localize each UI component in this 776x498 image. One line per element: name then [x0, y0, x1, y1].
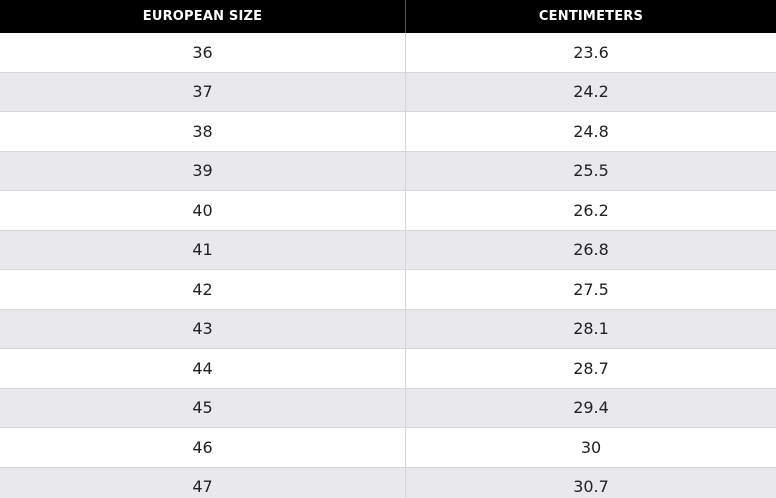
table-cell: 30	[580, 437, 602, 457]
table-cell: 24.2	[573, 82, 609, 102]
table-cell: 26.2	[573, 200, 609, 220]
table-cell: 37	[0, 72, 406, 111]
table-cell: 46	[0, 428, 406, 467]
table-row: 45 29.4	[0, 388, 776, 428]
table-row: 44 28.7	[0, 349, 776, 389]
table-row: 46 30	[0, 428, 776, 468]
table-cell: 38	[0, 112, 406, 151]
table-cell: 28.1	[573, 319, 609, 339]
table-cell: 27.5	[573, 279, 609, 299]
table-cell: 42	[0, 270, 406, 309]
table-row: 39 25.5	[0, 151, 776, 191]
table-row: 37 24.2	[0, 72, 776, 112]
header-row: EUROPEAN SIZE CENTIMETERS	[0, 0, 776, 33]
table-cell: 45	[0, 388, 406, 427]
table-row: 41 26.8	[0, 230, 776, 270]
table-cell: 25.5	[573, 161, 609, 181]
table-row: 38 24.8	[0, 112, 776, 152]
table-cell: 36	[0, 33, 406, 72]
table-cell: 41	[0, 230, 406, 269]
table-cell: 28.7	[573, 358, 609, 378]
table-row: 42 27.5	[0, 270, 776, 310]
table-cell: 29.4	[573, 398, 609, 418]
table-cell: 47	[0, 467, 406, 498]
table-cell: 44	[0, 349, 406, 388]
table-row: 43 28.1	[0, 309, 776, 349]
header-cell: CENTIMETERS	[538, 9, 644, 24]
table-row: 47 30.7	[0, 467, 776, 498]
table-cell: 26.8	[573, 240, 609, 260]
table-row: 36 23.6	[0, 33, 776, 73]
table-cell: 40	[0, 191, 406, 230]
header-cell: EUROPEAN SIZE	[0, 0, 406, 33]
table-row: 40 26.2	[0, 191, 776, 231]
table-cell: 24.8	[573, 121, 609, 141]
table-cell: 30.7	[573, 477, 609, 497]
table-cell: 39	[0, 151, 406, 190]
table-cell: 43	[0, 309, 406, 348]
table-cell: 23.6	[573, 42, 609, 62]
